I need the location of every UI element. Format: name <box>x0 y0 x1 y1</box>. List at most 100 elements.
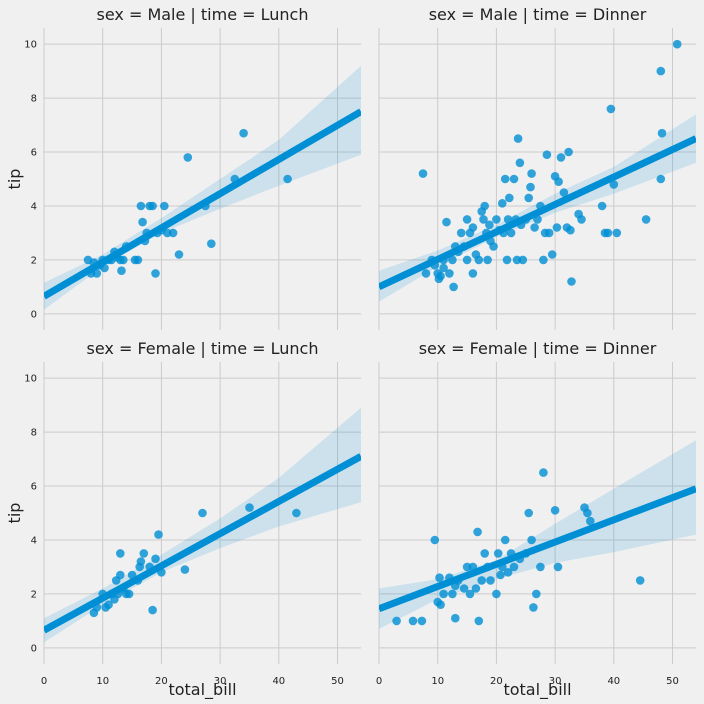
data-point <box>417 616 427 626</box>
plot-area <box>44 407 361 643</box>
x-tick-label: 20 <box>155 676 168 687</box>
y-tick-label: 4 <box>31 535 37 546</box>
data-point <box>136 201 146 211</box>
panel-4: sex = Female | time = Dinner 0 10 20 30 40 50 <box>376 339 696 687</box>
data-point <box>527 169 536 178</box>
data-point <box>436 271 445 281</box>
data-point <box>672 39 682 49</box>
data-point <box>583 508 592 518</box>
y-tick-label: 8 <box>31 428 37 439</box>
data-point <box>151 554 160 564</box>
data-point <box>430 535 440 545</box>
data-point <box>492 589 501 599</box>
data-point <box>462 215 472 224</box>
x-tick-label: 10 <box>431 676 444 687</box>
data-point <box>239 128 248 138</box>
data-point <box>612 228 622 238</box>
data-point <box>597 201 607 211</box>
data-point <box>435 573 444 582</box>
y-tick-label: 4 <box>31 201 37 212</box>
data-point <box>468 223 478 232</box>
panel-1: sex = Male | time = Lunch 0 2 4 6 8 10 <box>24 5 361 330</box>
data-point <box>117 266 126 276</box>
data-point <box>493 549 503 558</box>
y-tick-label: 10 <box>24 40 37 51</box>
y-tick-label: 0 <box>31 643 37 654</box>
data-point <box>138 217 147 227</box>
data-point <box>503 215 513 224</box>
data-point <box>550 506 560 515</box>
data-point <box>479 215 488 224</box>
data-point <box>468 269 478 278</box>
data-point <box>577 215 586 224</box>
x-tick-label: 0 <box>376 676 382 687</box>
data-point <box>456 228 466 238</box>
data-point <box>180 565 190 574</box>
data-point <box>489 242 498 251</box>
data-point <box>445 269 454 278</box>
panel-title: sex = Male | time = Lunch <box>97 5 309 24</box>
confidence-band <box>379 440 696 629</box>
data-point <box>542 150 552 159</box>
x-tick-label: 50 <box>666 676 679 687</box>
data-point <box>421 269 431 278</box>
data-point <box>524 193 533 203</box>
data-point <box>292 508 301 518</box>
data-point <box>448 589 457 599</box>
data-point <box>392 616 401 626</box>
data-point <box>559 188 569 197</box>
data-point <box>566 225 575 235</box>
data-point <box>529 603 538 612</box>
data-point <box>554 177 563 186</box>
data-point <box>530 223 539 232</box>
data-point <box>635 576 645 585</box>
data-point <box>136 557 146 566</box>
regression-line <box>379 485 696 612</box>
data-point <box>496 570 505 580</box>
data-point <box>154 530 163 539</box>
x-tick-label: 30 <box>549 676 562 687</box>
data-point <box>439 263 448 273</box>
panel-3: sex = Female | time = Lunch 0 2 4 6 8 10 0 10 20 3… <box>24 339 361 687</box>
panel-title: sex = Male | time = Dinner <box>429 5 647 24</box>
data-point <box>609 180 619 189</box>
data-point <box>473 527 482 537</box>
data-point <box>465 589 475 599</box>
data-point <box>505 193 514 203</box>
data-point <box>513 134 523 143</box>
data-point <box>502 255 512 265</box>
data-point <box>567 277 576 286</box>
data-point <box>207 239 216 248</box>
data-point <box>536 562 545 572</box>
data-point <box>124 589 134 599</box>
data-point <box>174 250 184 259</box>
data-point <box>104 600 113 609</box>
data-point <box>527 535 536 545</box>
data-point <box>436 600 445 609</box>
x-tick-label: 50 <box>331 676 344 687</box>
data-point <box>485 220 494 230</box>
data-point <box>539 255 548 265</box>
data-point <box>526 182 535 192</box>
panel-2: sex = Male | time = Dinner <box>378 5 696 330</box>
data-point <box>148 201 157 211</box>
data-point <box>480 549 490 558</box>
data-point <box>657 128 667 138</box>
data-point <box>498 199 507 208</box>
data-point <box>603 228 613 238</box>
panel-title: sex = Female | time = Lunch <box>87 339 319 358</box>
y-tick-label: 8 <box>31 94 37 105</box>
data-point <box>474 255 484 265</box>
data-point <box>500 535 510 545</box>
data-point <box>547 250 557 259</box>
data-point <box>539 468 548 477</box>
y-axis-label: tip <box>5 169 24 190</box>
data-point <box>448 255 457 265</box>
data-point <box>459 584 469 593</box>
data-point <box>500 174 510 184</box>
data-point <box>532 589 541 599</box>
data-point <box>116 549 125 558</box>
y-tick-label: 6 <box>31 482 37 493</box>
plot-area <box>379 39 696 302</box>
x-tick-label: 40 <box>607 676 620 687</box>
